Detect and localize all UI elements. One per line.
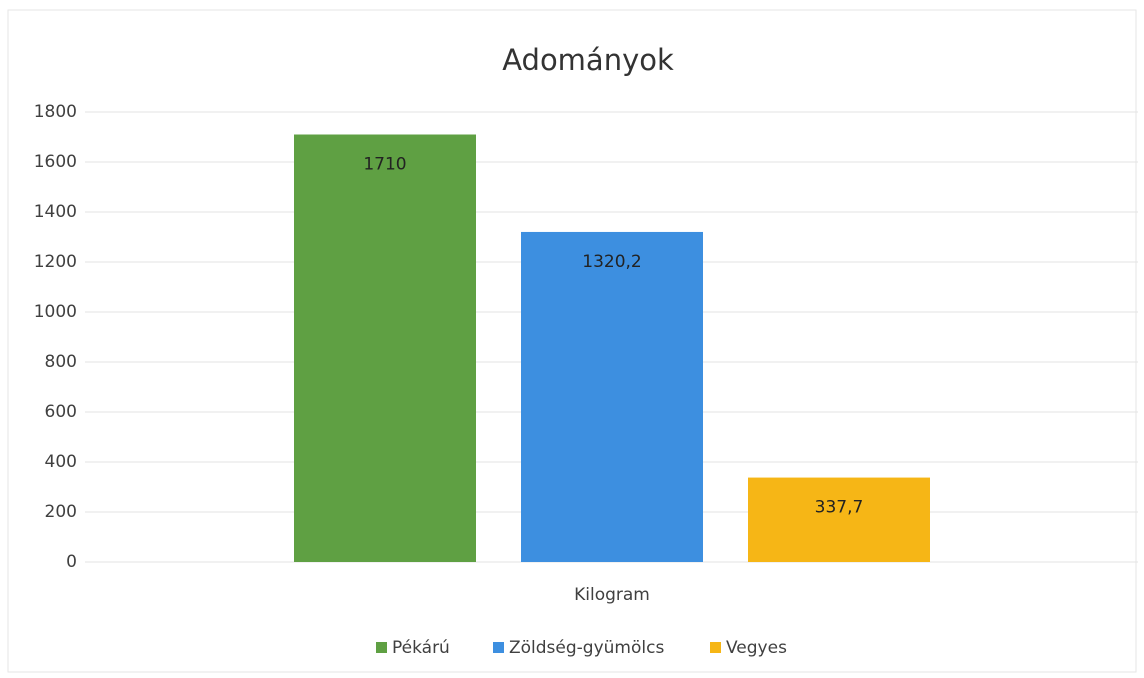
x-tick-label: Kilogram bbox=[574, 585, 650, 605]
y-tick-label: 600 bbox=[45, 402, 77, 422]
bar bbox=[521, 231, 703, 562]
bar bbox=[294, 134, 476, 562]
legend-label: Vegyes bbox=[726, 638, 787, 658]
legend-swatch bbox=[376, 642, 387, 653]
legend-swatch bbox=[710, 642, 721, 653]
y-tick-label: 1600 bbox=[34, 152, 77, 172]
legend-swatch bbox=[493, 642, 504, 653]
legend-label: Zöldség-gyümölcs bbox=[509, 638, 664, 658]
bar bbox=[748, 477, 930, 562]
y-tick-label: 1400 bbox=[34, 202, 77, 222]
y-tick-label: 400 bbox=[45, 452, 77, 472]
y-tick-label: 800 bbox=[45, 352, 77, 372]
y-tick-label: 1200 bbox=[34, 252, 77, 272]
y-tick-label: 1000 bbox=[34, 302, 77, 322]
data-label: 1320,2 bbox=[582, 252, 641, 272]
data-label: 1710 bbox=[363, 155, 406, 175]
y-tick-label: 0 bbox=[66, 552, 77, 572]
y-tick-label: 1800 bbox=[34, 102, 77, 122]
chart-title: Adományok bbox=[502, 43, 674, 77]
y-tick-label: 200 bbox=[45, 502, 77, 522]
legend-label: Pékárú bbox=[392, 638, 450, 658]
data-label: 337,7 bbox=[815, 498, 864, 518]
